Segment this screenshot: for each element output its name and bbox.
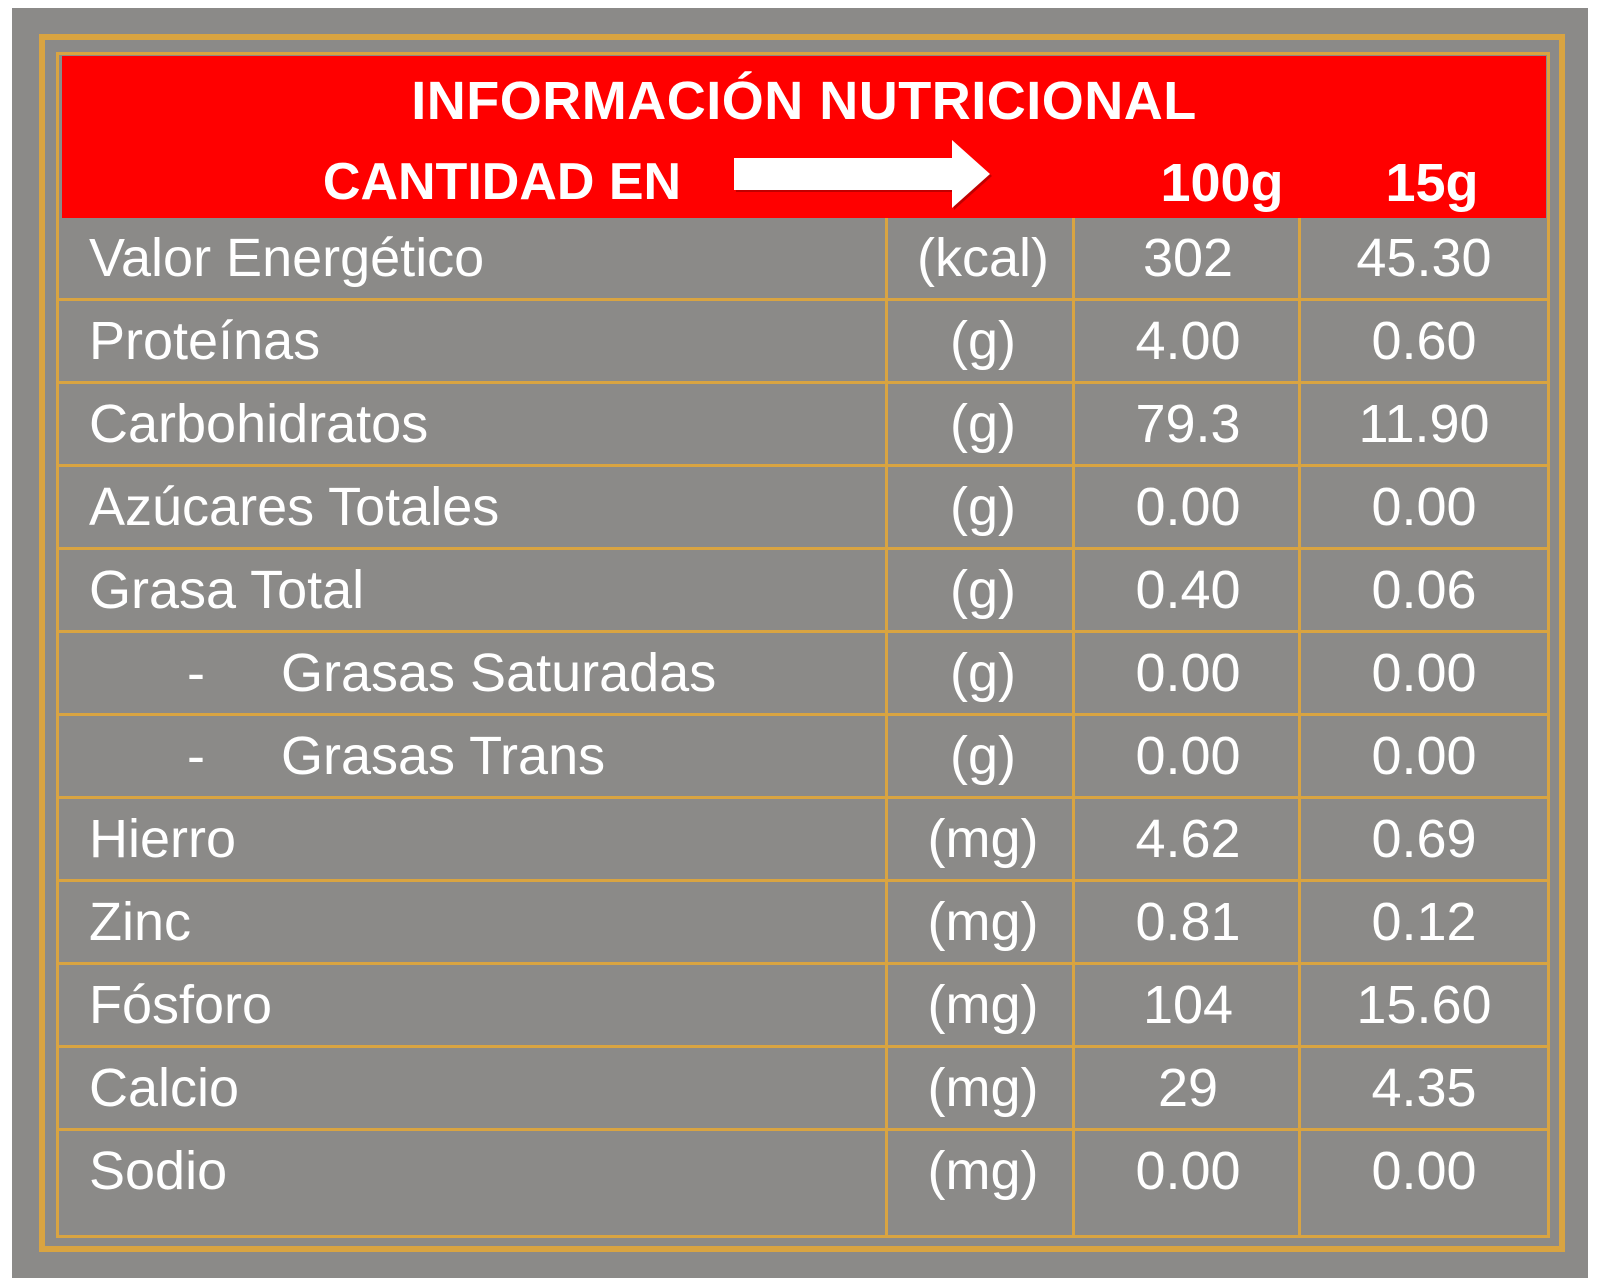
- nutrient-name: Grasas Saturadas: [281, 643, 717, 703]
- value-15g: 11.90: [1358, 394, 1490, 454]
- nutrient-name: Azúcares Totales: [89, 477, 500, 537]
- value-100g: 0.81: [1135, 892, 1241, 952]
- table-row: Calcio (mg) 29 4.35: [59, 1048, 1547, 1131]
- nutrient-unit: (g): [950, 726, 1016, 786]
- value-15g: 0.00: [1371, 643, 1477, 703]
- value-100g: 0.00: [1135, 726, 1241, 786]
- sub-item-dash: -: [187, 726, 205, 786]
- value-100g: 0.00: [1135, 1141, 1241, 1201]
- nutrient-name: Sodio: [89, 1141, 228, 1201]
- nutrient-unit: (g): [950, 560, 1016, 620]
- value-100g: 29: [1157, 1058, 1219, 1118]
- value-100g: 4.00: [1135, 311, 1241, 371]
- right-arrow-icon: [734, 140, 992, 210]
- table-row: Carbohidratos (g) 79.3 11.90: [59, 384, 1547, 467]
- table-row: - Grasas Trans (g) 0.00 0.00: [59, 716, 1547, 799]
- table-row: - Grasas Saturadas (g) 0.00 0.00: [59, 633, 1547, 716]
- value-100g: 0.00: [1135, 477, 1241, 537]
- table-row: Hierro (mg) 4.62 0.69: [59, 799, 1547, 882]
- table-row: Azúcares Totales (g) 0.00 0.00: [59, 467, 1547, 550]
- column-divider: [1072, 218, 1075, 1235]
- nutrient-unit: (mg): [927, 1141, 1039, 1201]
- nutrient-name: Proteínas: [89, 311, 321, 371]
- table-row: Sodio (mg) 0.00 0.00: [59, 1131, 1547, 1214]
- value-100g: 0.00: [1135, 643, 1241, 703]
- table-row: Zinc (mg) 0.81 0.12: [59, 882, 1547, 965]
- value-15g: 0.00: [1371, 726, 1477, 786]
- outer-gold-frame: [39, 34, 1565, 1252]
- value-15g: 15.60: [1356, 975, 1492, 1035]
- nutrient-name: Calcio: [89, 1058, 240, 1118]
- nutrient-unit: (mg): [927, 975, 1039, 1035]
- column-header-15g: 15g: [1385, 153, 1479, 213]
- table-row: Grasa Total (g) 0.40 0.06: [59, 550, 1547, 633]
- value-15g: 0.00: [1371, 1141, 1477, 1201]
- inner-gold-frame: [56, 52, 1550, 1238]
- table-row: Fósforo (mg) 104 15.60: [59, 965, 1547, 1048]
- value-100g: 302: [1142, 228, 1234, 288]
- nutrient-name: Grasa Total: [89, 560, 365, 620]
- value-100g: 0.40: [1135, 560, 1241, 620]
- value-100g: 79.3: [1135, 394, 1241, 454]
- nutrient-name: Valor Energético: [89, 228, 485, 288]
- nutrient-unit: (kcal): [917, 228, 1049, 288]
- nutrient-unit: (mg): [927, 892, 1039, 952]
- value-15g: 0.00: [1371, 477, 1477, 537]
- nutrition-table: Valor Energético (kcal) 302 45.30 Proteí…: [59, 218, 1547, 1235]
- nutrient-name: Carbohidratos: [89, 394, 429, 454]
- value-15g: 45.30: [1356, 228, 1492, 288]
- nutrition-label-panel: [12, 8, 1588, 1278]
- value-15g: 0.69: [1371, 809, 1477, 869]
- nutrient-name: Fósforo: [89, 975, 273, 1035]
- value-15g: 0.06: [1371, 560, 1477, 620]
- nutrition-header: INFORMACIÓN NUTRICIONAL CANTIDAD EN 100g…: [62, 56, 1546, 218]
- nutrient-unit: (g): [950, 394, 1016, 454]
- nutrient-name: Zinc: [89, 892, 192, 952]
- value-100g: 4.62: [1135, 809, 1241, 869]
- table-row: Proteínas (g) 4.00 0.60: [59, 301, 1547, 384]
- value-15g: 0.60: [1371, 311, 1477, 371]
- nutrient-name: Grasas Trans: [281, 726, 606, 786]
- column-divider: [1298, 218, 1301, 1235]
- nutrient-unit: (mg): [927, 809, 1039, 869]
- nutrient-name: Hierro: [89, 809, 237, 869]
- sub-item-dash: -: [187, 643, 205, 703]
- column-divider: [885, 218, 888, 1235]
- value-15g: 0.12: [1371, 892, 1477, 952]
- value-15g: 4.35: [1371, 1058, 1477, 1118]
- value-100g: 104: [1142, 975, 1234, 1035]
- amount-label: CANTIDAD EN: [322, 153, 682, 211]
- nutrient-unit: (g): [950, 311, 1016, 371]
- nutrition-title: INFORMACIÓN NUTRICIONAL: [411, 71, 1197, 131]
- nutrient-unit: (mg): [927, 1058, 1039, 1118]
- column-header-100g: 100g: [1160, 153, 1284, 213]
- nutrient-unit: (g): [950, 643, 1016, 703]
- nutrient-unit: (g): [950, 477, 1016, 537]
- table-row: Valor Energético (kcal) 302 45.30: [59, 218, 1547, 301]
